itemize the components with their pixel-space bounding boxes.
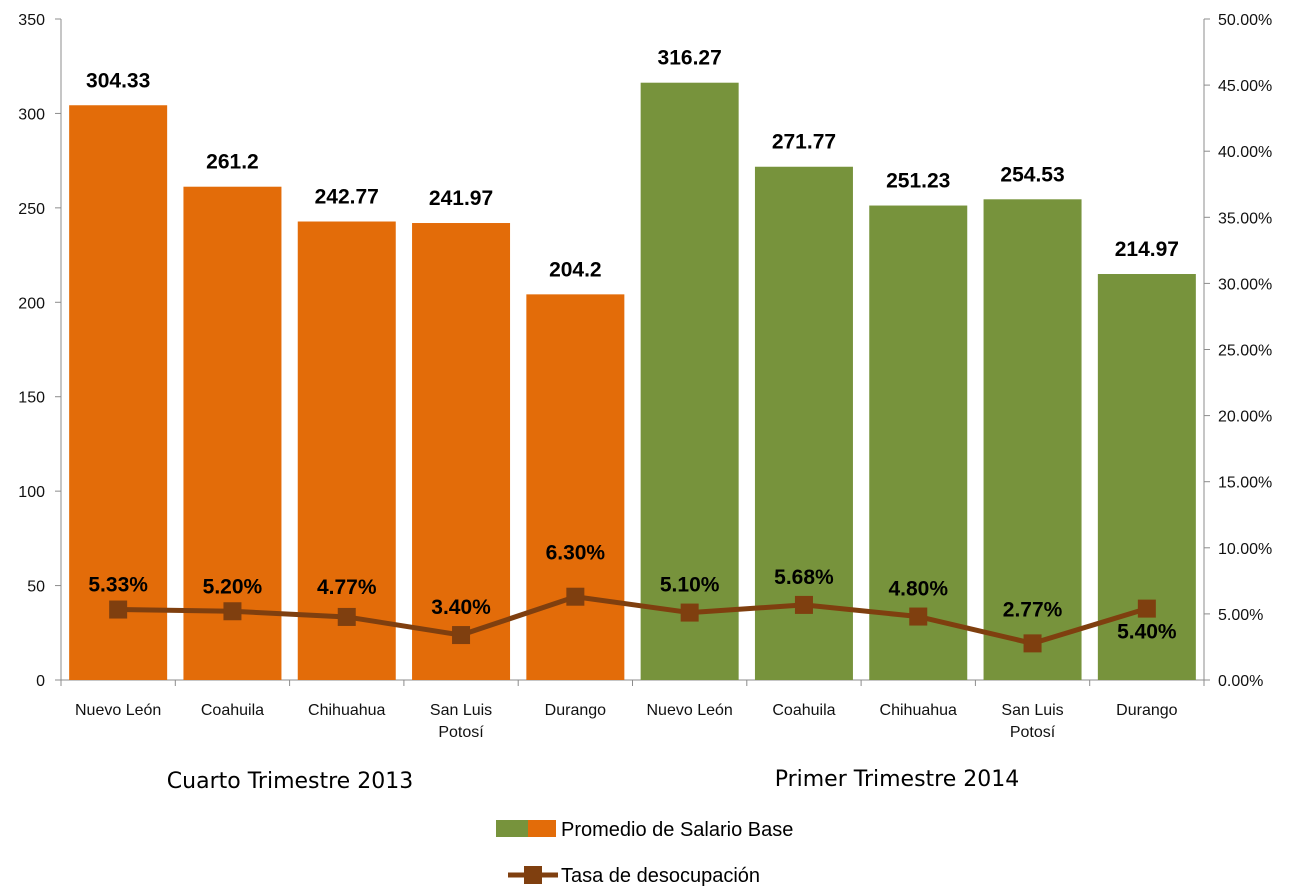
bar-9 (983, 199, 1082, 680)
right-tick-label: 20.00% (1218, 409, 1272, 426)
left-tick-label: 100 (18, 484, 45, 501)
category-label: Durango (1116, 702, 1177, 719)
rate-marker (337, 607, 356, 626)
left-tick-label: 50 (27, 579, 45, 596)
category-label: Nuevo León (75, 702, 161, 719)
left-tick-label: 300 (18, 106, 45, 123)
right-tick-label: 45.00% (1218, 78, 1272, 95)
rate-value-label: 4.77% (317, 576, 377, 599)
bar-value-label: 254.53 (1000, 163, 1064, 186)
bar-5 (526, 294, 625, 680)
rate-marker (566, 587, 585, 606)
rate-marker (452, 626, 471, 645)
bar-value-label: 251.23 (886, 170, 950, 193)
rate-value-label: 2.77% (1003, 598, 1063, 621)
left-tick-label: 200 (18, 295, 45, 312)
rate-value-label: 5.33% (88, 574, 148, 597)
bar-2 (183, 186, 282, 680)
bar-4 (412, 223, 511, 680)
bar-value-label: 261.2 (206, 151, 259, 174)
rate-value-label: 5.40% (1117, 621, 1177, 644)
rate-value-label: 5.68% (774, 566, 834, 589)
left-tick-label: 150 (18, 390, 45, 407)
left-tick-label: 250 (18, 201, 45, 218)
legend-swatch-green (496, 820, 528, 837)
bar-7 (754, 166, 853, 681)
bar-value-label: 214.97 (1115, 238, 1179, 261)
bar-3 (297, 221, 396, 680)
rate-marker (223, 602, 242, 621)
rate-marker (1023, 634, 1042, 653)
rate-marker (909, 607, 928, 626)
bar-value-label: 271.77 (772, 131, 836, 154)
bar-value-label: 204.2 (549, 258, 602, 281)
right-tick-label: 15.00% (1218, 475, 1272, 492)
bar-value-label: 242.77 (315, 186, 379, 209)
legend-swatch-orange (528, 820, 556, 837)
right-tick-label: 40.00% (1218, 144, 1272, 161)
category-label: San Luis (1001, 702, 1063, 719)
rate-line (118, 594, 1148, 646)
rate-marker (794, 595, 813, 614)
rate-marker (109, 600, 128, 619)
category-label: Coahuila (201, 702, 264, 719)
rate-value-label: 4.80% (888, 578, 948, 601)
bar-6 (640, 82, 739, 680)
category-label: Chihuahua (308, 702, 386, 719)
left-tick-label: 0 (36, 673, 45, 690)
group-label-2014: Primer Trimestre 2014 (775, 767, 1020, 792)
category-label: Potosí (1010, 724, 1056, 741)
bar-value-label: 316.27 (658, 47, 722, 70)
left-tick-label: 350 (18, 12, 45, 29)
right-tick-label: 30.00% (1218, 276, 1272, 293)
legend-line-marker (524, 866, 542, 884)
category-label: San Luis (430, 702, 492, 719)
legend-label-rate: Tasa de desocupación (561, 865, 760, 887)
right-tick-label: 25.00% (1218, 343, 1272, 360)
right-tick-label: 10.00% (1218, 541, 1272, 558)
rate-value-label: 5.20% (203, 575, 263, 598)
category-label: Coahuila (772, 702, 835, 719)
right-tick-label: 50.00% (1218, 12, 1272, 29)
rate-value-label: 5.10% (660, 574, 720, 597)
bar-1 (69, 105, 168, 681)
group-label-2013: Cuarto Trimestre 2013 (167, 769, 413, 794)
category-label: Nuevo León (647, 702, 733, 719)
right-tick-label: 5.00% (1218, 607, 1263, 624)
bar-8 (869, 205, 968, 681)
rate-marker (1137, 599, 1156, 618)
category-label: Chihuahua (880, 702, 958, 719)
right-tick-label: 0.00% (1218, 673, 1263, 690)
rate-value-label: 6.30% (546, 542, 606, 565)
rate-marker (680, 603, 699, 622)
rate-value-label: 3.40% (431, 596, 491, 619)
legend-label-salary: Promedio de Salario Base (561, 819, 793, 841)
bar-value-label: 241.97 (429, 187, 493, 210)
bar-value-label: 304.33 (86, 69, 150, 92)
category-label: Durango (545, 702, 606, 719)
right-tick-label: 35.00% (1218, 210, 1272, 227)
category-label: Potosí (438, 724, 484, 741)
